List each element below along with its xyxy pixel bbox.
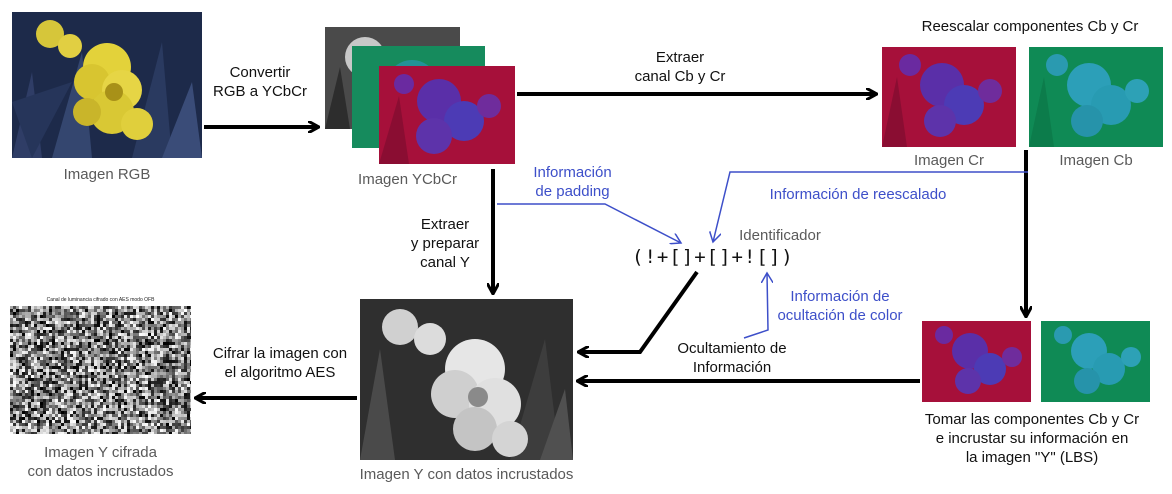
label-padding-info: Información de padding bbox=[515, 163, 630, 201]
caption-ycbcr: Imagen YCbCr bbox=[358, 171, 457, 188]
label-extract-y-line1: Extraer bbox=[420, 216, 470, 233]
label-hide-line2: Información bbox=[692, 359, 772, 376]
caption-y-encrypted-line2: con datos incrustados bbox=[27, 463, 174, 480]
label-take: Tomar las componentes Cb y Cr e incrusta… bbox=[902, 410, 1162, 467]
label-convert-line2: RGB a YCbCr bbox=[213, 83, 307, 100]
cr-image bbox=[882, 47, 1016, 147]
ycbcr-image-cr-layer bbox=[379, 66, 515, 164]
y-embedded-image bbox=[360, 299, 573, 460]
label-extract-y: Extraer y preparar canal Y bbox=[400, 215, 490, 272]
y-encrypted-image: Canal de luminancia cifrado con AES modo… bbox=[10, 297, 191, 435]
cr-rescaled-image bbox=[922, 321, 1031, 402]
arrow-padding-info bbox=[497, 203, 681, 243]
label-hide: Ocultamiento de Información bbox=[662, 339, 802, 377]
label-rescale: Reescalar componentes Cb y Cr bbox=[921, 18, 1139, 35]
caption-y-encrypted: Imagen Y cifrada con datos incrustados bbox=[10, 443, 191, 481]
label-extract-cbcr-line2: canal Cb y Cr bbox=[634, 68, 726, 85]
label-take-line2: e incrustar su información en bbox=[935, 430, 1129, 447]
rgb-image bbox=[12, 12, 202, 158]
cb-image bbox=[1029, 47, 1163, 147]
label-rescaling-info: Información de reescalado bbox=[769, 186, 947, 203]
label-extract-y-line2: y preparar bbox=[410, 235, 480, 252]
caption-cb: Imagen Cb bbox=[1059, 152, 1133, 169]
label-identifier: Identificador bbox=[739, 227, 821, 244]
label-color-info-line2: ocultación de color bbox=[777, 307, 903, 324]
caption-y-encrypted-line1: Imagen Y cifrada bbox=[44, 444, 157, 461]
identifier-code: (!+[]+[]+![]) bbox=[632, 246, 794, 268]
cb-rescaled-image bbox=[1041, 321, 1150, 402]
label-extract-cbcr: Extraer canal Cb y Cr bbox=[610, 48, 750, 86]
label-hide-line1: Ocultamiento de bbox=[677, 340, 787, 357]
label-extract-cbcr-line1: Extraer bbox=[655, 49, 705, 66]
caption-cr: Imagen Cr bbox=[913, 152, 985, 169]
label-padding-info-line1: Información bbox=[533, 164, 612, 181]
label-color-info: Información de ocultación de color bbox=[765, 287, 915, 325]
encrypted-image-title: Canal de luminancia cifrado con AES modo… bbox=[46, 297, 155, 303]
label-color-info-line1: Información de bbox=[790, 288, 890, 305]
label-encrypt-line2: el algoritmo AES bbox=[224, 364, 336, 381]
label-convert-line1: Convertir bbox=[229, 64, 291, 81]
arrow-rescaling-info bbox=[713, 171, 1028, 242]
label-encrypt-line1: Cifrar la imagen con bbox=[212, 345, 348, 362]
label-convert: Convertir RGB a YCbCr bbox=[200, 63, 320, 101]
label-take-line3: la imagen "Y" (LBS) bbox=[965, 449, 1099, 466]
arrow-color-info bbox=[743, 273, 768, 339]
caption-rgb: Imagen RGB bbox=[63, 166, 151, 183]
caption-y-embedded: Imagen Y con datos incrustados bbox=[359, 466, 574, 483]
label-take-line1: Tomar las componentes Cb y Cr bbox=[924, 411, 1140, 428]
label-padding-info-line2: de padding bbox=[535, 183, 610, 200]
label-extract-y-line3: canal Y bbox=[420, 254, 470, 271]
label-encrypt: Cifrar la imagen con el algoritmo AES bbox=[200, 344, 360, 382]
arrow-identifier-to-y bbox=[579, 270, 699, 352]
